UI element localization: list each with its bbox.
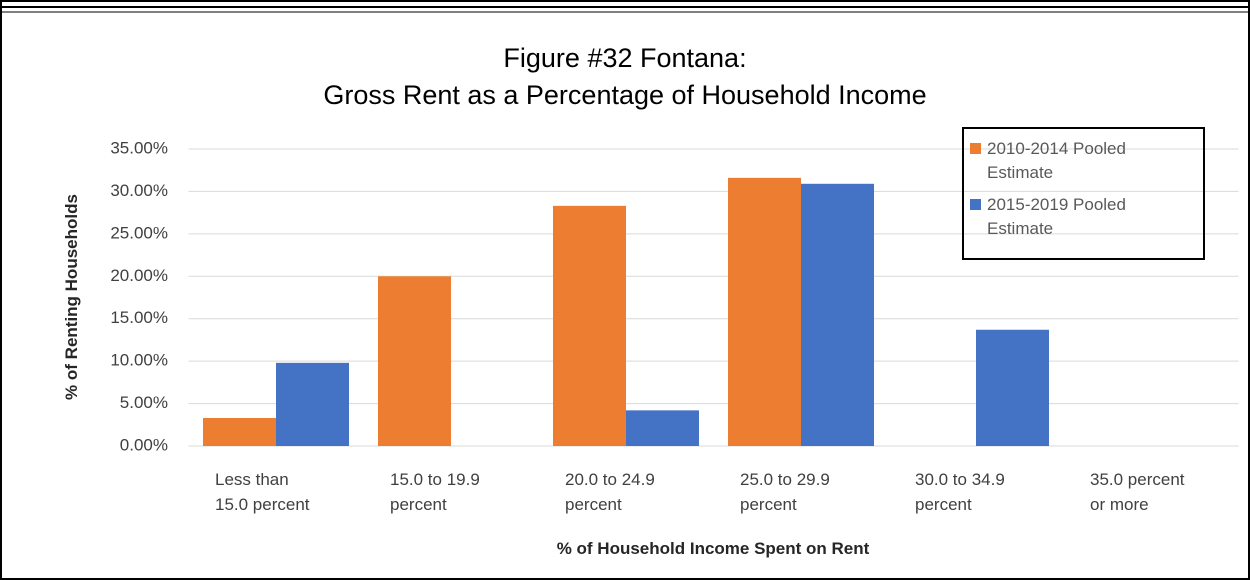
y-tick-label: 15.00% [110,308,168,327]
x-tick-label: 15.0 to 19.9 percent [390,470,480,514]
x-tick-label: 35.0 percent or more [1090,470,1185,514]
bar [626,410,699,446]
x-axis-label: % of Household Income Spent on Rent [556,539,870,558]
y-tick-label: 25.00% [110,223,168,242]
legend-item: 2015-2019 Pooled Estimate [970,193,1197,241]
bar [553,205,626,446]
y-tick-label: 10.00% [110,351,168,370]
bar [203,417,276,446]
y-tick-label: 20.00% [110,266,168,285]
x-tick-label: 30.0 to 34.9 percent [915,470,1005,514]
legend-label: 2010-2014 Pooled Estimate [987,139,1126,182]
y-tick-label: 5.00% [120,393,168,412]
bar [801,183,874,446]
legend-item: 2010-2014 Pooled Estimate [970,137,1197,185]
y-axis-label: % of Renting Households [62,194,81,400]
chart-title: Figure #32 Fontana: Gross Rent as a Perc… [323,43,927,110]
legend: 2010-2014 Pooled Estimate 2015-2019 Poole… [962,127,1205,260]
y-tick-label: 35.00% [110,138,168,157]
x-tick-label: 25.0 to 29.9 percent [740,470,830,514]
y-tick-label: 0.00% [120,435,168,454]
legend-swatch [970,199,981,210]
legend-label: 2015-2019 Pooled Estimate [987,195,1126,238]
bar [976,329,1049,446]
x-tick-label: Less than 15.0 percent [215,470,310,514]
x-tick-label: 20.0 to 24.9 percent [565,470,655,514]
bar [276,362,349,446]
y-tick-label: 30.00% [110,181,168,200]
legend-swatch [970,143,981,154]
bar [378,276,451,446]
bar [728,177,801,446]
